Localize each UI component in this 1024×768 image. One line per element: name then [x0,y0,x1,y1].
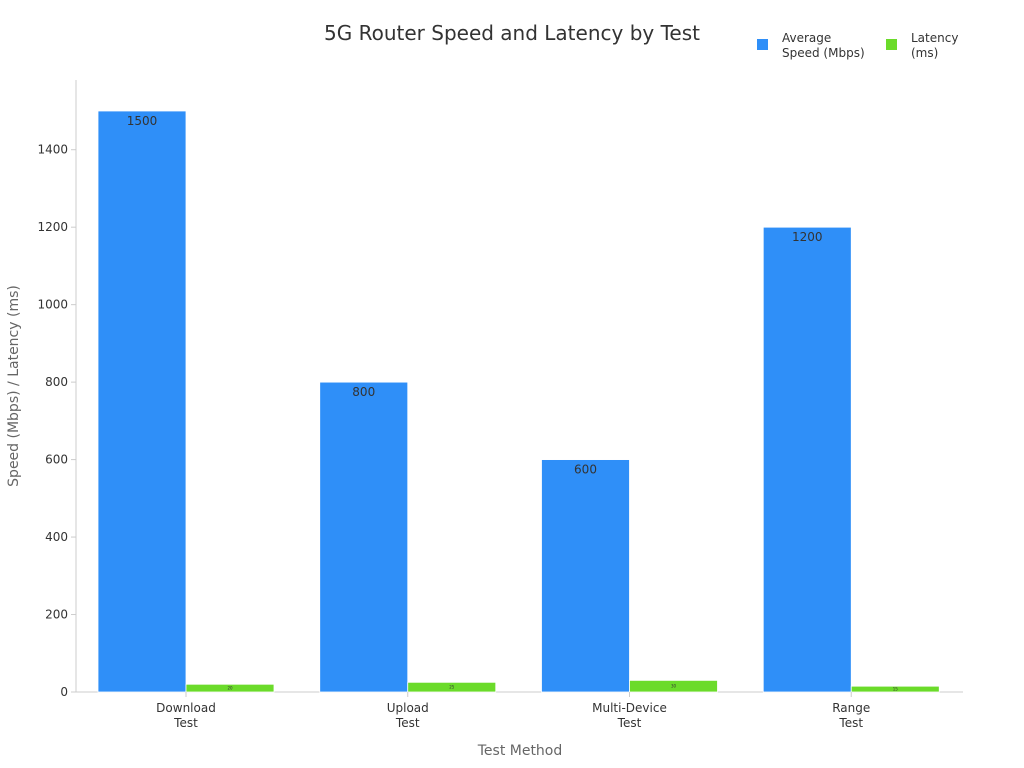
y-tick-label: 0 [60,685,68,699]
x-tick-label: Multi-Device [592,701,667,715]
latency-bar [185,683,275,693]
x-tick-label: Range [832,701,870,715]
y-tick-label: 1400 [37,143,68,157]
y-tick-label: 200 [45,608,68,622]
legend-label-latency: Latency [911,31,958,45]
y-axis-title: Speed (Mbps) / Latency (ms) [6,285,22,487]
x-tick-label: Test [838,716,863,730]
legend-label-latency: (ms) [911,46,938,60]
latency-bar [407,681,497,693]
x-tick-label: Test [173,716,198,730]
x-axis-title: Test Method [477,743,563,759]
y-tick-label: 400 [45,530,68,544]
speed-bar [319,381,409,693]
y-tick-label: 600 [45,453,68,467]
x-tick-label: Download [156,701,216,715]
latency-bar [850,685,940,693]
speed-bar [541,459,630,693]
latency-bar [629,679,718,693]
speed-bar [97,110,187,693]
y-axis-ticks: 0 200 400 600 800 1000 1200 1400 [37,143,76,699]
latency-bar-label: 30 [671,684,677,689]
speed-bar-label: 800 [352,385,375,399]
x-tick-label: Test [617,716,642,730]
latency-bar-label: 25 [449,685,455,690]
speed-bar-label: 600 [574,463,597,477]
latency-bar-label: 20 [227,686,233,691]
y-tick-label: 800 [45,375,68,389]
x-tick-label: Upload [387,701,429,715]
speed-bar-label: 1500 [127,114,158,128]
chart-title: 5G Router Speed and Latency by Test [324,21,700,45]
legend-label-speed: Speed (Mbps) [782,46,865,60]
legend-label-speed: Average [782,31,831,45]
speed-bar-label: 1200 [792,230,823,244]
y-tick-label: 1000 [37,298,68,312]
x-axis-ticks: DownloadTestUploadTestMulti-DeviceTestRa… [156,692,870,730]
x-tick-label: Test [395,716,420,730]
y-tick-label: 1200 [37,220,68,234]
legend-swatch-latency [886,39,897,50]
legend-swatch-speed [757,39,768,50]
latency-bar-label: 15 [893,687,899,692]
bars: 1500 800 600 1200 20 25 30 15 [97,110,940,693]
speed-bar [762,226,852,693]
